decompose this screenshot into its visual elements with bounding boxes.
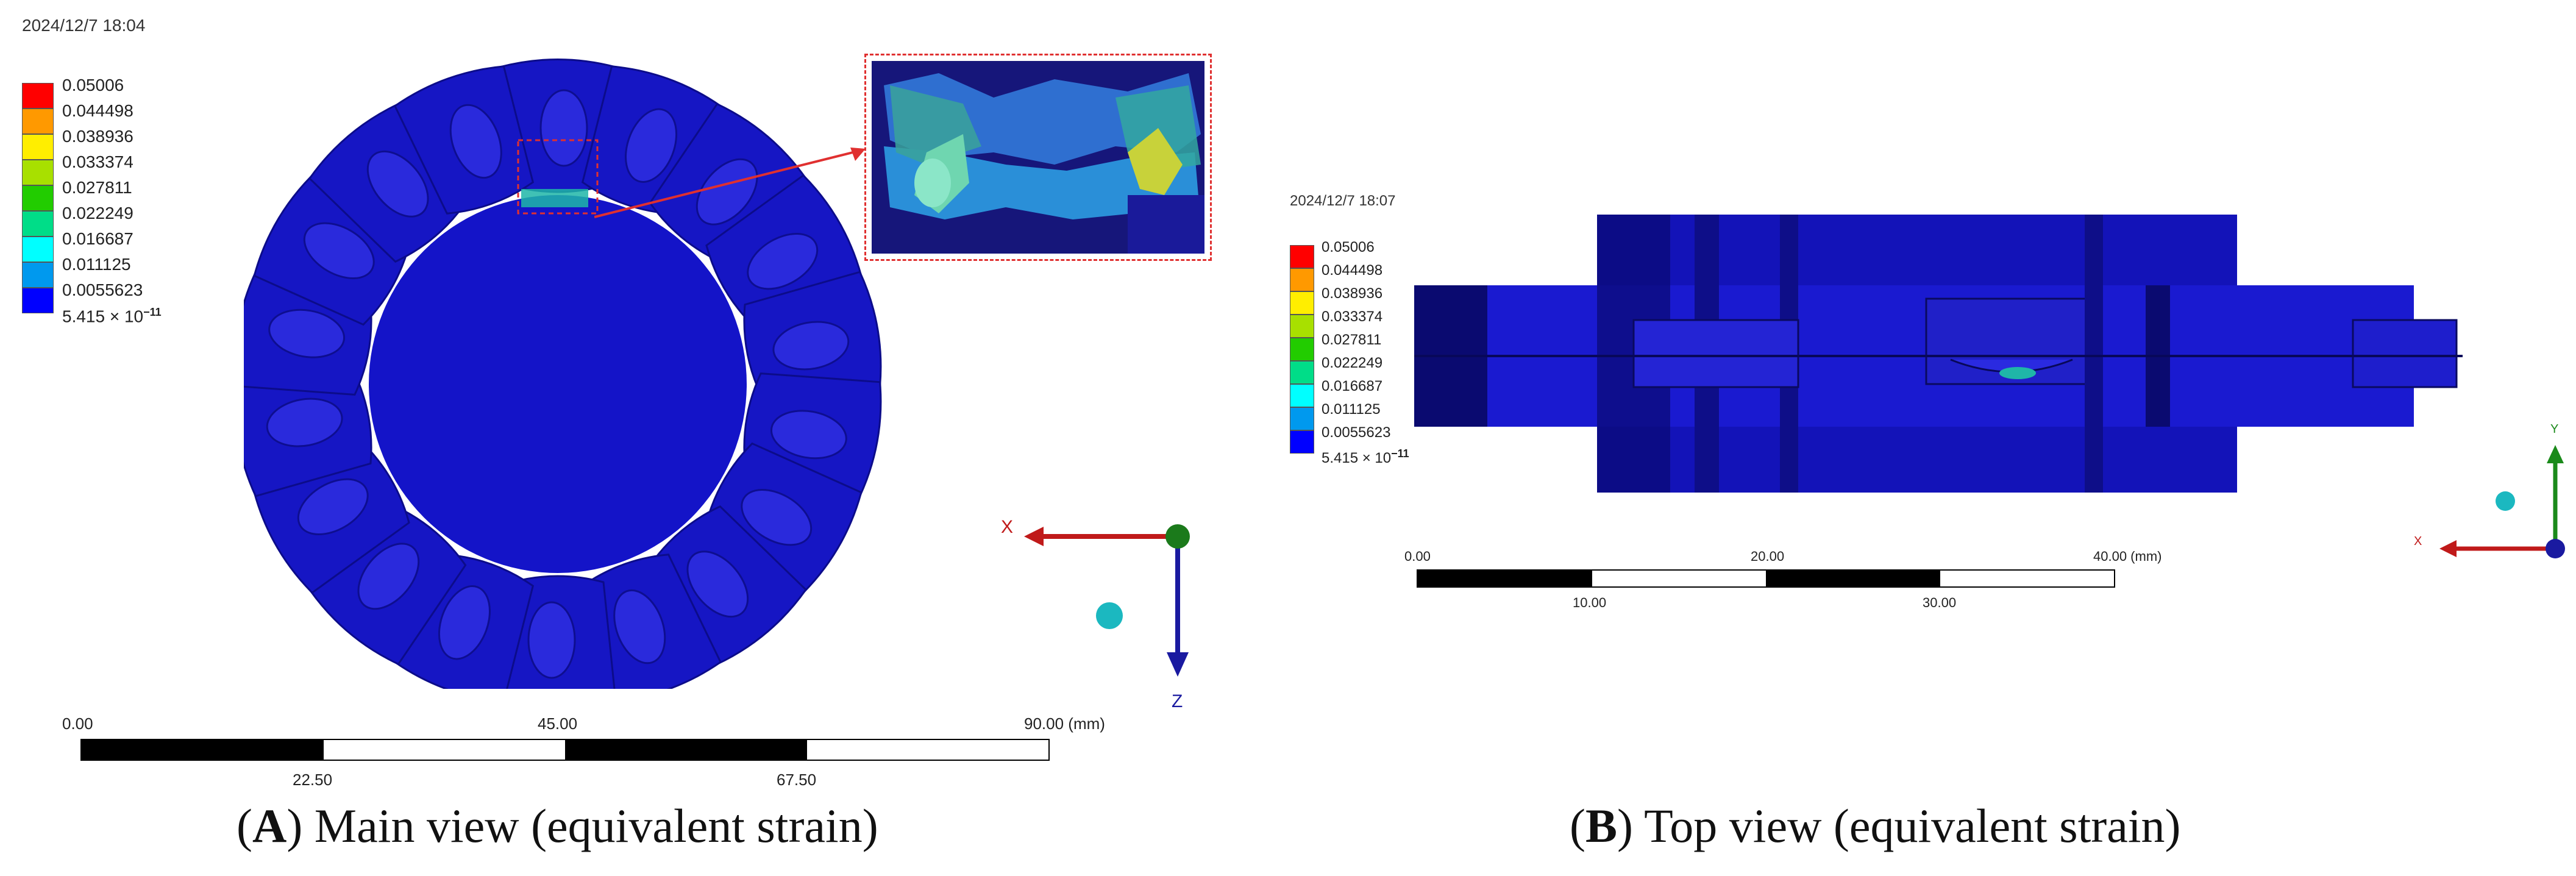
zoom-inset-image	[872, 61, 1204, 254]
legend-min-label: 5.415 × 10−11	[1322, 447, 1409, 466]
legend-swatch	[22, 262, 54, 288]
caption-b: (B) Top view (equivalent strain)	[1570, 799, 2181, 852]
legend-label: 0.022249	[1322, 355, 1383, 371]
legend-label: 0.0055623	[1322, 424, 1391, 441]
legend-swatch	[1290, 384, 1314, 407]
scale-label: 67.50	[777, 771, 817, 789]
ring-block	[581, 554, 722, 689]
axis-triad: X Z	[1001, 517, 1190, 711]
ring-block	[649, 505, 807, 666]
z-axis-label: Z	[1172, 691, 1183, 711]
legend-label: 0.033374	[1322, 308, 1383, 325]
legend-swatch	[22, 109, 54, 134]
scale-label: 22.50	[293, 771, 333, 789]
scale-label: 40.00 (mm)	[2093, 549, 2162, 564]
strain-hotspot	[521, 189, 588, 207]
legend-label: 0.027811	[1322, 332, 1382, 348]
zoom-selection-box	[517, 139, 599, 215]
legend-swatch	[1290, 407, 1314, 430]
scale-label: 90.00 (mm)	[1024, 714, 1105, 733]
ring-block	[393, 65, 535, 215]
ring-block	[499, 59, 617, 193]
scale-label: 20.00	[1751, 549, 1785, 564]
ring-model-main-view	[244, 59, 882, 689]
axis-triad: X Y	[2414, 422, 2565, 558]
legend-label: 0.0055623	[62, 280, 143, 299]
legend-swatch	[22, 160, 54, 185]
legend-swatch	[1290, 291, 1314, 315]
legend-swatch	[22, 211, 54, 237]
legend-label: 0.016687	[62, 229, 133, 248]
legend-label: 0.038936	[62, 127, 133, 146]
y-axis-label: Y	[2550, 422, 2558, 436]
legend-swatch	[22, 185, 54, 211]
legend-label: 0.027811	[62, 178, 132, 197]
hub-disc	[369, 195, 747, 573]
model-top-view	[1414, 215, 2463, 493]
timestamp: 2024/12/7 18:04	[22, 16, 146, 35]
scale-label: 10.00	[1573, 595, 1607, 610]
legend-swatch	[1290, 338, 1314, 361]
legend-swatch	[1290, 361, 1314, 384]
legend-label: 0.044498	[62, 101, 133, 120]
scale-label: 30.00	[1923, 595, 1957, 610]
ring-block	[743, 271, 882, 396]
ring-block	[500, 575, 616, 689]
legend-label: 0.05006	[1322, 239, 1375, 255]
scale-label: 0.00	[62, 714, 93, 733]
zoom-arrow	[594, 148, 866, 218]
legend-swatch	[22, 83, 54, 109]
legend-label: 0.033374	[62, 152, 133, 171]
legend-label: 0.038936	[1322, 285, 1383, 302]
scale-label: 0.00	[1404, 549, 1431, 564]
legend-swatch	[1290, 430, 1314, 454]
legend-label: 0.016687	[1322, 378, 1383, 394]
legend-swatch	[22, 237, 54, 262]
legend-label: 0.011125	[1322, 401, 1381, 418]
panel-b-top-view: 2024/12/7 18:07 0.05006 0.044498 0.03893…	[1268, 0, 2576, 876]
legend-label: 0.022249	[62, 204, 133, 223]
x-axis-label: X	[2414, 535, 2422, 548]
legend-swatch	[22, 134, 54, 160]
legend-label: 0.011125	[62, 255, 131, 274]
caption-a: (A) Main view (equivalent strain)	[237, 799, 878, 852]
legend-swatch	[22, 288, 54, 313]
zoom-inset	[864, 54, 1212, 261]
legend-min-label: 5.415 × 10−11	[62, 306, 162, 326]
legend-label: 0.044498	[1322, 262, 1383, 279]
legend-swatch	[1290, 245, 1314, 268]
legend-label: 0.05006	[62, 76, 124, 94]
scale-label: 45.00	[538, 714, 578, 733]
ring-block	[705, 442, 863, 594]
legend-swatch	[1290, 315, 1314, 338]
panel-a-main-view: 2024/12/7 18:04 0.05006 0.044498 0.03893…	[0, 0, 1268, 876]
timestamp: 2024/12/7 18:07	[1290, 193, 1396, 209]
legend-swatch	[1290, 268, 1314, 291]
x-axis-label: X	[1001, 517, 1013, 537]
